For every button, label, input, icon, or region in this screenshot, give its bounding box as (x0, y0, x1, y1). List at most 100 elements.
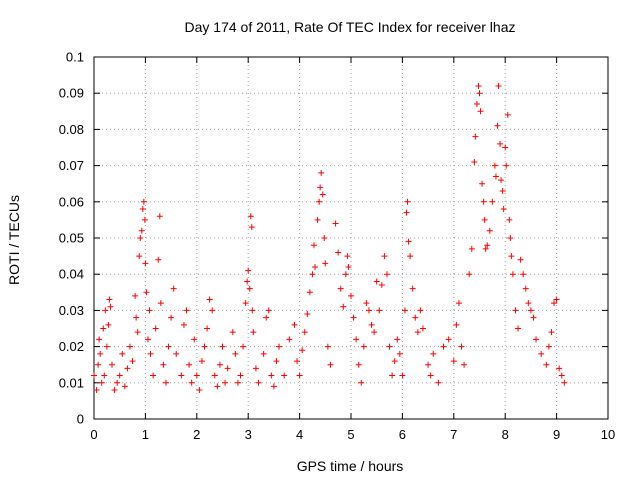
data-point (504, 111, 511, 118)
data-point (237, 372, 244, 379)
data-point (556, 365, 563, 372)
data-point (545, 343, 552, 350)
data-point (304, 311, 311, 318)
data-point (273, 358, 280, 365)
data-point (358, 379, 365, 386)
data-point (276, 343, 283, 350)
y-tick-label: 0.07 (59, 158, 84, 173)
data-point (461, 361, 468, 368)
data-point (412, 314, 419, 321)
data-point (98, 379, 105, 386)
data-point (350, 314, 357, 321)
data-point (383, 271, 390, 278)
data-point (396, 350, 403, 357)
data-point (363, 300, 370, 307)
data-point (301, 329, 308, 336)
data-point (458, 343, 465, 350)
data-point (299, 347, 306, 354)
data-point (95, 361, 102, 368)
data-point (245, 267, 252, 274)
data-point (548, 329, 555, 336)
y-tick-label: 0.08 (59, 122, 84, 137)
data-point (391, 358, 398, 365)
y-tick-label: 0.05 (59, 231, 84, 246)
data-point (322, 260, 329, 267)
data-point (319, 191, 326, 198)
data-point (473, 101, 480, 108)
data-point (252, 365, 259, 372)
data-point (344, 253, 351, 260)
data-point (102, 307, 109, 314)
data-point (348, 292, 354, 299)
data-point (495, 82, 502, 89)
data-point (126, 343, 133, 350)
y-tick-label: 0.1 (66, 50, 84, 65)
data-point (558, 372, 565, 379)
y-tick-label: 0 (77, 412, 84, 427)
data-point (409, 285, 416, 292)
data-point (360, 343, 367, 350)
data-point (101, 372, 108, 379)
data-point (327, 361, 334, 368)
data-point (150, 372, 157, 379)
y-tick-label: 0.06 (59, 194, 84, 209)
data-point (242, 300, 249, 307)
data-point (508, 253, 515, 260)
x-tick-label: 7 (450, 427, 457, 442)
data-point (561, 379, 568, 386)
data-point (405, 238, 412, 245)
data-point (335, 249, 342, 256)
data-point (114, 379, 121, 386)
y-tick-label: 0.09 (59, 86, 84, 101)
data-point (249, 307, 256, 314)
data-point (530, 314, 537, 321)
data-point (522, 285, 529, 292)
data-point (502, 144, 509, 151)
data-point (404, 198, 411, 205)
data-point (345, 263, 352, 270)
data-point (206, 296, 213, 303)
data-point (340, 303, 347, 310)
data-point (188, 379, 195, 386)
data-point (232, 350, 239, 357)
data-point (247, 213, 254, 220)
data-point (196, 387, 203, 394)
data-point (119, 350, 126, 357)
data-point (129, 358, 136, 365)
data-point (492, 173, 499, 180)
data-point (403, 209, 410, 216)
data-point (246, 285, 253, 292)
axis-ticks: 0 1 2 3 4 5 6 7 8 9 10 0 0.01 0.02 0.03 0.04 0.05 0.06 0.0… (59, 50, 616, 443)
data-point (141, 216, 148, 223)
chart-title: Day 174 of 2011, Rate Of TEC Index for r… (185, 19, 516, 35)
data-point (455, 300, 462, 307)
data-point (100, 325, 107, 332)
data-point (475, 82, 482, 89)
data-point (103, 343, 110, 350)
data-point (321, 235, 328, 241)
data-point (376, 307, 383, 314)
data-point (503, 162, 510, 169)
data-point (538, 350, 545, 357)
data-point (430, 350, 437, 357)
data-point (389, 372, 396, 379)
data-point (108, 361, 115, 368)
x-tick-label: 2 (193, 427, 200, 442)
data-point (525, 300, 532, 307)
data-point (506, 216, 513, 223)
data-point (316, 198, 323, 205)
data-point (342, 271, 349, 278)
data-point (178, 372, 185, 379)
data-point (494, 122, 501, 129)
data-point (140, 198, 147, 205)
data-point (533, 336, 540, 343)
data-point (214, 383, 221, 390)
data-point (482, 245, 489, 252)
data-point (491, 162, 498, 169)
y-tick-label: 0.01 (59, 375, 84, 390)
data-point (204, 325, 211, 332)
data-point (497, 140, 504, 147)
data-point (255, 379, 262, 386)
y-tick-label: 0.02 (59, 339, 84, 354)
